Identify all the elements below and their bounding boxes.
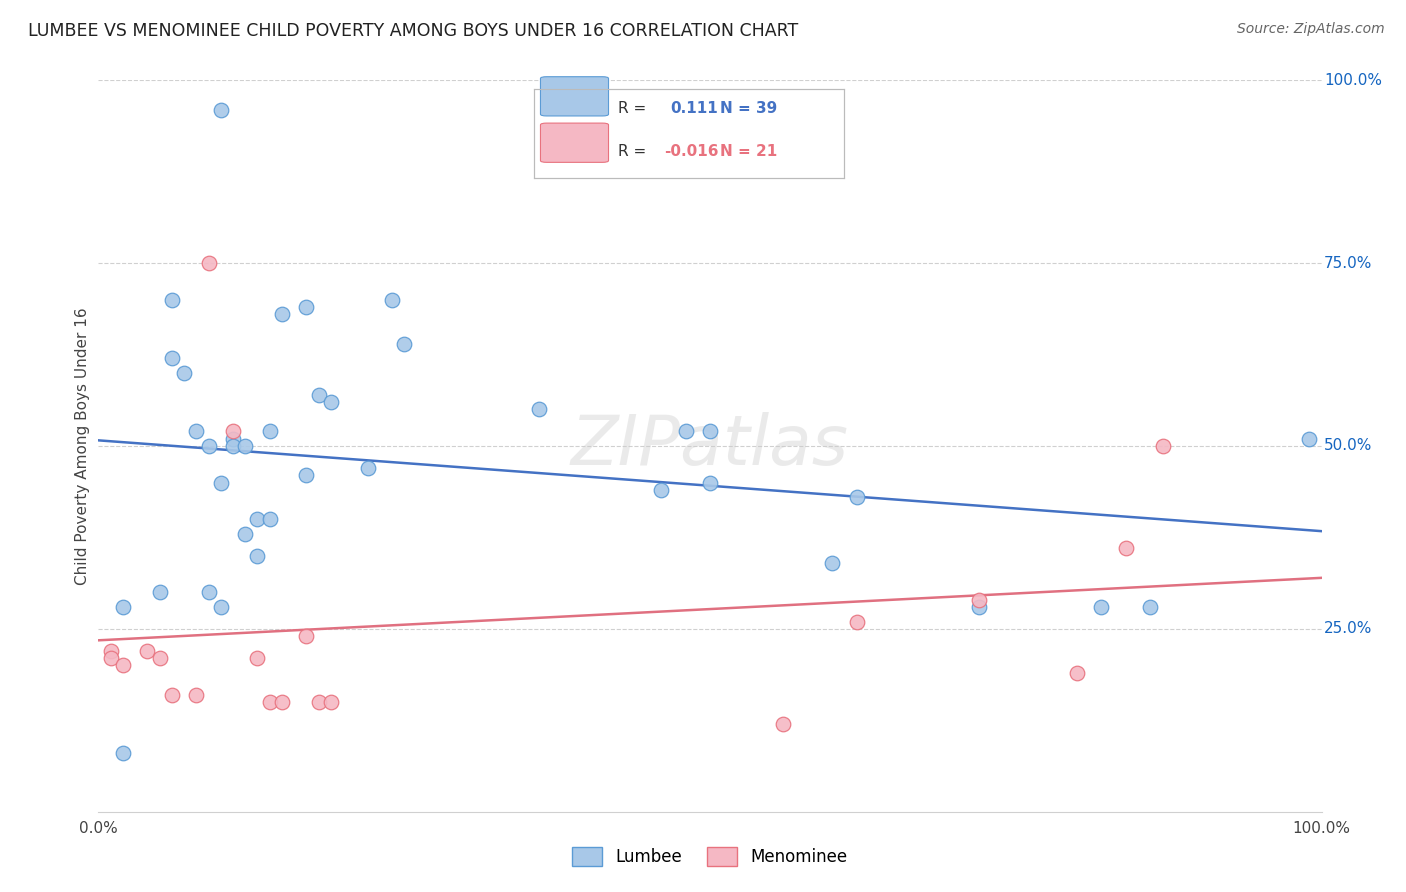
- Text: Source: ZipAtlas.com: Source: ZipAtlas.com: [1237, 22, 1385, 37]
- Point: [319, 395, 342, 409]
- Point: [845, 490, 868, 504]
- Point: [308, 695, 330, 709]
- Point: [259, 512, 281, 526]
- Point: [270, 307, 294, 321]
- Point: [149, 651, 172, 665]
- Point: [209, 475, 232, 490]
- Point: [381, 293, 404, 307]
- Point: [100, 651, 122, 665]
- Point: [699, 475, 721, 490]
- Point: [222, 425, 245, 439]
- Point: [149, 585, 172, 599]
- Point: [675, 425, 697, 439]
- Point: [197, 256, 219, 270]
- Point: [209, 599, 232, 614]
- Point: [186, 688, 208, 702]
- Point: [392, 336, 416, 351]
- Point: [111, 746, 134, 760]
- Point: [233, 526, 256, 541]
- Point: [259, 695, 281, 709]
- Text: LUMBEE VS MENOMINEE CHILD POVERTY AMONG BOYS UNDER 16 CORRELATION CHART: LUMBEE VS MENOMINEE CHILD POVERTY AMONG …: [28, 22, 799, 40]
- Point: [186, 425, 208, 439]
- Point: [160, 293, 183, 307]
- Point: [197, 439, 219, 453]
- Point: [845, 615, 868, 629]
- Point: [160, 688, 183, 702]
- Text: R =: R =: [617, 145, 645, 159]
- Point: [356, 461, 378, 475]
- Point: [246, 651, 269, 665]
- Y-axis label: Child Poverty Among Boys Under 16: Child Poverty Among Boys Under 16: [75, 307, 90, 585]
- Point: [650, 483, 672, 497]
- Text: 0.111: 0.111: [671, 102, 718, 116]
- Legend: Lumbee, Menominee: Lumbee, Menominee: [565, 840, 855, 873]
- Point: [295, 300, 318, 314]
- Text: R =: R =: [617, 102, 645, 116]
- Point: [699, 425, 721, 439]
- Point: [173, 366, 195, 380]
- Point: [246, 549, 269, 563]
- Text: ZIPatlas: ZIPatlas: [571, 412, 849, 480]
- Text: 50.0%: 50.0%: [1324, 439, 1372, 453]
- FancyBboxPatch shape: [540, 123, 609, 162]
- Point: [233, 439, 256, 453]
- Point: [1115, 541, 1137, 556]
- Point: [209, 103, 232, 117]
- Point: [527, 402, 550, 417]
- Point: [100, 644, 122, 658]
- Text: 100.0%: 100.0%: [1324, 73, 1382, 87]
- Point: [319, 695, 342, 709]
- Point: [246, 512, 269, 526]
- Point: [967, 599, 990, 614]
- Point: [259, 425, 281, 439]
- Point: [222, 432, 245, 446]
- Point: [270, 695, 294, 709]
- Point: [967, 592, 990, 607]
- Point: [308, 388, 330, 402]
- Text: N = 21: N = 21: [720, 145, 778, 159]
- Point: [222, 439, 245, 453]
- Text: 75.0%: 75.0%: [1324, 256, 1372, 270]
- Point: [295, 468, 318, 483]
- Point: [111, 599, 134, 614]
- Point: [111, 658, 134, 673]
- Point: [1152, 439, 1174, 453]
- Point: [295, 629, 318, 643]
- Point: [136, 644, 159, 658]
- Point: [772, 717, 794, 731]
- Text: N = 39: N = 39: [720, 102, 778, 116]
- Text: 25.0%: 25.0%: [1324, 622, 1372, 636]
- Point: [1090, 599, 1112, 614]
- FancyBboxPatch shape: [540, 77, 609, 116]
- Point: [1139, 599, 1161, 614]
- Point: [1298, 432, 1320, 446]
- Point: [160, 351, 183, 366]
- Point: [197, 585, 219, 599]
- Point: [1066, 665, 1088, 680]
- Point: [821, 556, 844, 570]
- Text: -0.016: -0.016: [664, 145, 718, 159]
